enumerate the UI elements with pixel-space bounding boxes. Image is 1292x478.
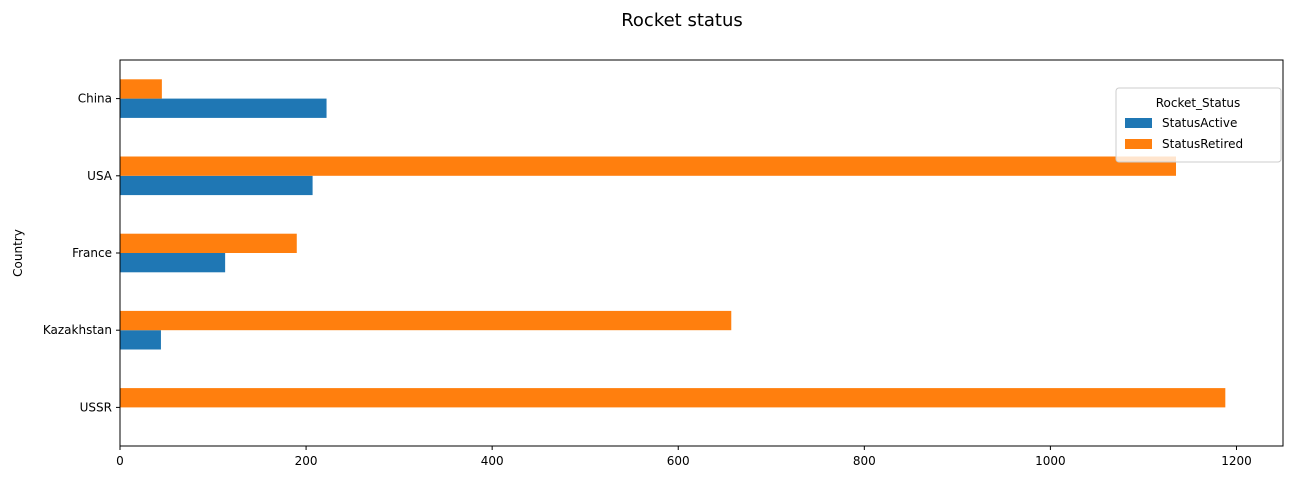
legend-label-statusactive: StatusActive [1162,116,1237,130]
legend-frame [1115,87,1282,163]
bar-statusretired-usa [120,156,1177,176]
x-tick-label: 800 [853,454,876,468]
bar-statusactive-usa [120,175,313,196]
x-tick-label: 600 [667,454,690,468]
bar-statusretired-china [120,79,162,99]
x-tick-label: 1200 [1221,454,1252,468]
y-axis-label: Country [11,229,25,277]
x-tick-label: 1000 [1035,454,1066,468]
legend: Rocket_Status StatusActive StatusRetired [1115,87,1282,163]
x-tick-label: 0 [116,454,124,468]
bar-statusretired-kazakhstan [120,310,732,331]
bar-statusretired-france [120,233,297,253]
x-tick-label: 400 [481,454,504,468]
axes-group: 0 200 400 600 800 1000 1200 USSR Kazakhstan Franc… [43,59,1284,468]
bars-group [120,79,1226,408]
y-tick-label: Kazakhstan [43,323,112,337]
x-tick-label: 200 [295,454,318,468]
bar-statusactive-france [120,253,226,273]
bar-statusactive-kazakhstan [120,330,161,350]
y-tick-label: France [72,246,112,260]
legend-swatch-statusretired [1125,139,1152,149]
legend-title: Rocket_Status [1156,96,1241,110]
y-tick-label: China [78,92,112,106]
y-tick-label: USSR [80,400,112,414]
bar-statusactive-china [120,98,327,118]
chart-title: Rocket status [621,10,743,31]
legend-label-statusretired: StatusRetired [1162,137,1243,151]
bar-statusretired-ussr [120,388,1226,408]
y-tick-label: USA [87,169,113,183]
legend-swatch-statusactive [1125,118,1152,128]
